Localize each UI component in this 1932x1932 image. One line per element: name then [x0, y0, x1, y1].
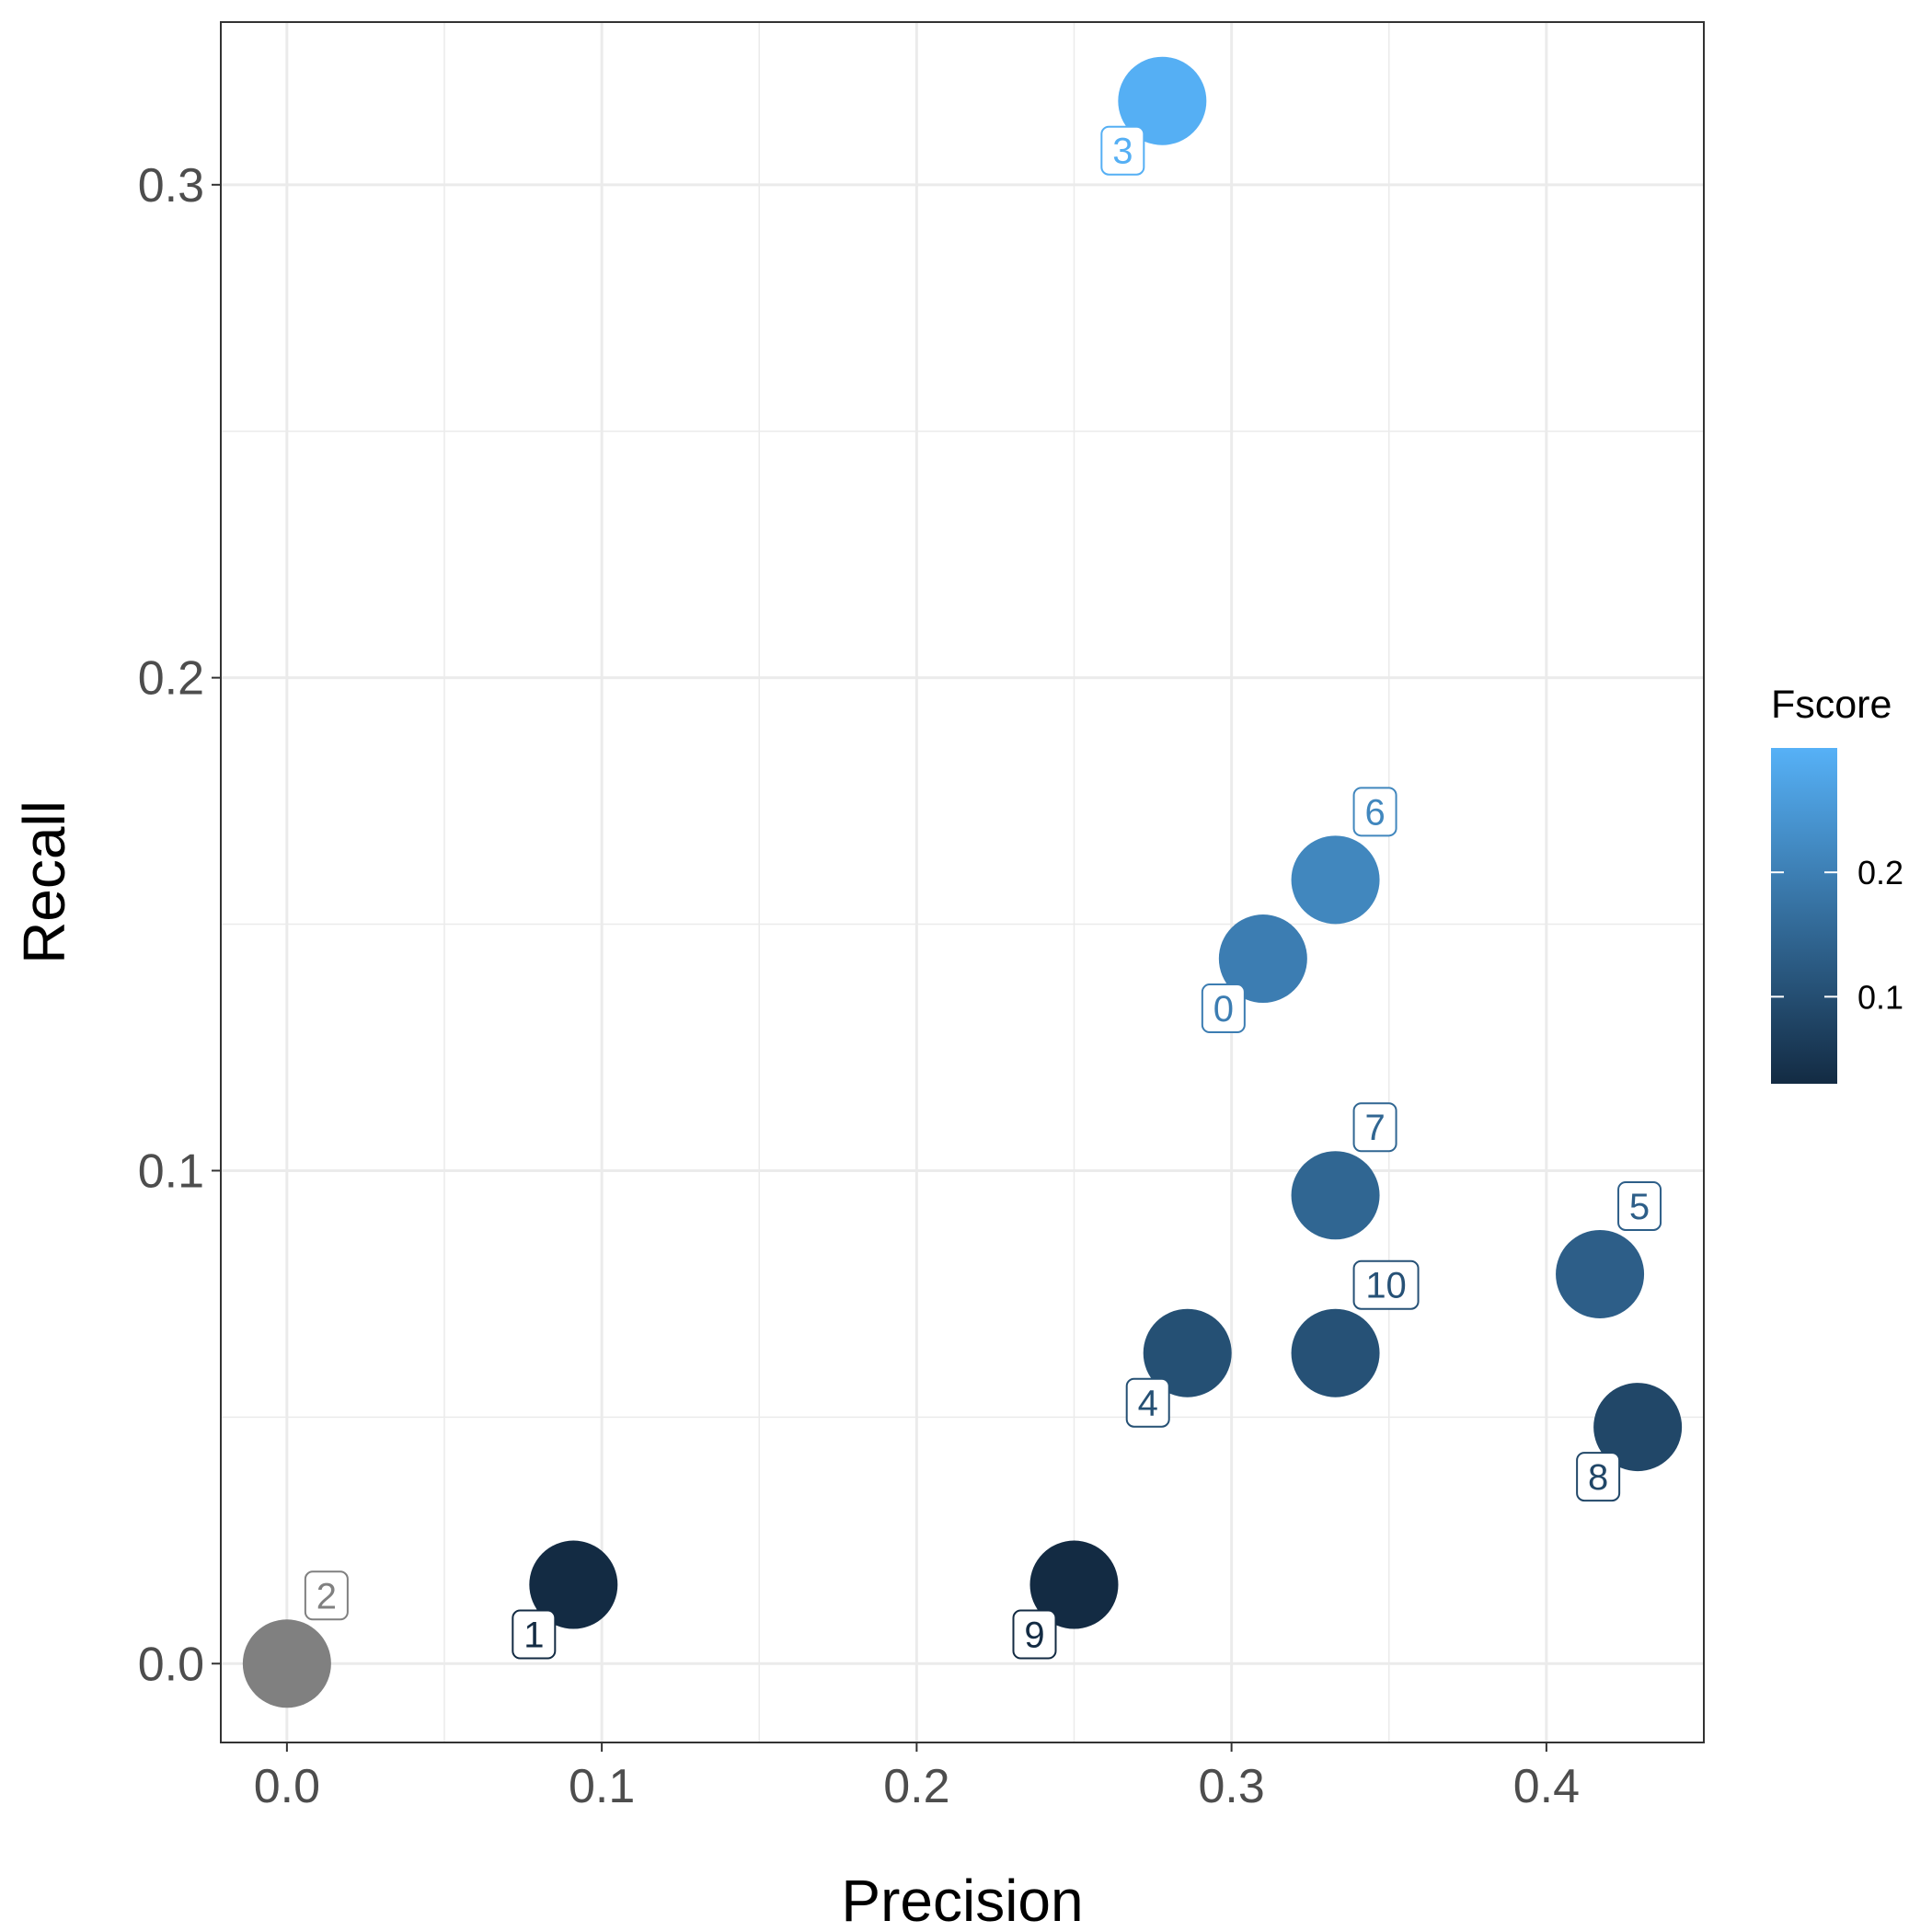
point-label-box [1352, 1102, 1397, 1153]
legend-tick-label: 0.2 [1857, 854, 1903, 891]
point-label-9: 9 [1012, 1609, 1057, 1660]
grid-major [221, 22, 1704, 1742]
legend-tick-label: 0.1 [1857, 978, 1903, 1016]
point-label-10: 10 [1352, 1259, 1420, 1310]
point-label-text: 9 [1024, 1616, 1044, 1656]
data-point-4 [1143, 1308, 1232, 1397]
y-tick-label: 0.0 [138, 1638, 204, 1691]
data-point-7 [1291, 1151, 1380, 1240]
point-label-text: 4 [1138, 1384, 1158, 1424]
point-label-text: 5 [1629, 1187, 1650, 1227]
data-point-10 [1291, 1308, 1380, 1397]
point-label-box [1012, 1609, 1057, 1660]
data-point-9 [1029, 1540, 1119, 1629]
data-point-6 [1291, 835, 1380, 925]
point-label-3: 3 [1100, 125, 1145, 176]
point-label-text: 3 [1112, 132, 1133, 172]
point-label-box [1201, 983, 1246, 1034]
point-label-box [1576, 1452, 1621, 1502]
point-label-7: 7 [1352, 1102, 1397, 1153]
point-label-box [304, 1570, 349, 1621]
data-point-3 [1118, 56, 1207, 145]
point-label-box [1617, 1180, 1662, 1231]
point-label-box [1352, 787, 1397, 837]
point-label-text: 6 [1364, 792, 1385, 833]
x-tick-label: 0.2 [883, 1760, 949, 1813]
axis-tick-labels: 0.0 0.1 0.2 0.3 0.4 0.0 0.1 0.2 0.3 [138, 159, 1580, 1813]
x-axis-title: Precision [841, 1868, 1083, 1932]
plot-border [220, 21, 1705, 1743]
point-label-0: 0 [1201, 983, 1246, 1034]
data-point-0 [1218, 914, 1307, 1004]
point-label-text: 0 [1213, 989, 1234, 1029]
x-tick-label: 0.1 [569, 1760, 635, 1813]
x-tick-label: 0.0 [254, 1760, 320, 1813]
point-label-6: 6 [1352, 787, 1397, 837]
y-tick-label: 0.1 [138, 1144, 204, 1198]
point-label-box [1352, 1259, 1420, 1310]
point-label-5: 5 [1617, 1180, 1662, 1231]
point-label-text: 7 [1364, 1108, 1385, 1148]
legend: Fscore 0.1 0.2 [1771, 683, 1903, 1084]
plot-background [221, 22, 1704, 1742]
point-label-4: 4 [1125, 1377, 1170, 1428]
point-label-8: 8 [1576, 1452, 1621, 1502]
y-tick-label: 0.2 [138, 652, 204, 706]
data-point-2 [242, 1619, 331, 1708]
point-label-text: 8 [1588, 1457, 1608, 1498]
data-point-8 [1593, 1383, 1683, 1472]
legend-colorbar [1771, 748, 1837, 1084]
y-tick-label: 0.3 [138, 159, 204, 213]
grid-minor [221, 22, 1704, 1742]
data-point-5 [1556, 1229, 1645, 1318]
y-axis-title: Recall [11, 800, 77, 964]
point-label-box [1125, 1377, 1170, 1428]
point-label-1: 1 [512, 1609, 557, 1660]
legend-ticks: 0.1 0.2 [1771, 854, 1903, 1016]
x-tick-label: 0.3 [1198, 1760, 1264, 1813]
point-label-box [1100, 125, 1145, 176]
x-tick-label: 0.4 [1513, 1760, 1580, 1813]
axis-ticks [212, 183, 1547, 1752]
point-label-2: 2 [304, 1570, 349, 1621]
point-label-text: 2 [316, 1576, 337, 1616]
point-label-box [512, 1609, 557, 1660]
point-label-text: 1 [523, 1616, 544, 1656]
point-labels: 0 1 2 3 4 5 6 7 8 9 10 [304, 125, 1662, 1660]
data-points [242, 56, 1683, 1708]
legend-title: Fscore [1771, 683, 1892, 727]
data-point-1 [529, 1540, 618, 1629]
point-label-text: 10 [1365, 1266, 1407, 1306]
